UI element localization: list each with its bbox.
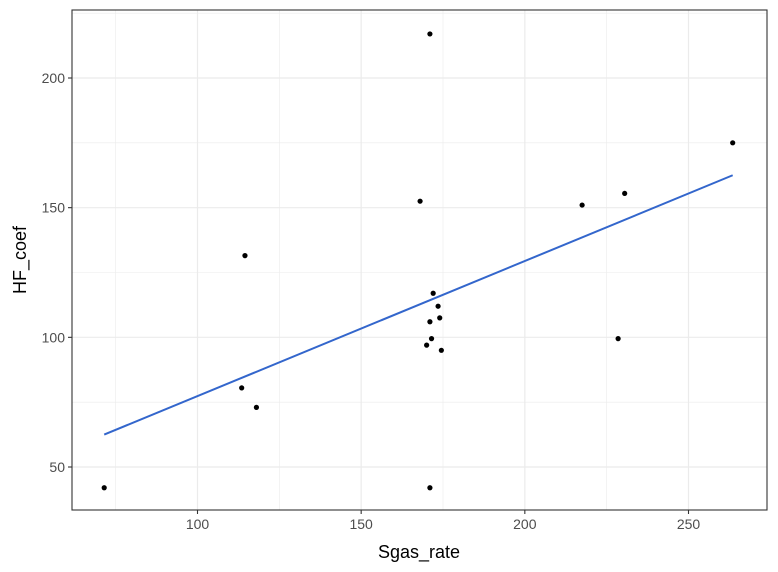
data-point <box>435 303 441 309</box>
data-point <box>427 485 433 491</box>
y-tick-label: 200 <box>42 70 66 86</box>
grid-minor <box>72 10 767 510</box>
data-point <box>430 290 436 296</box>
data-point <box>730 140 736 146</box>
data-point <box>424 342 430 348</box>
data-point <box>615 336 621 342</box>
data-point <box>622 190 628 197</box>
data-point <box>427 319 433 325</box>
x-tick-label: 100 <box>186 516 210 532</box>
data-point <box>253 404 260 410</box>
x-tick-label: 150 <box>349 516 373 532</box>
data-point <box>427 31 433 37</box>
y-tick-label: 100 <box>42 329 66 345</box>
regression-line <box>103 174 734 436</box>
points-layer <box>101 31 736 491</box>
data-point <box>101 485 107 491</box>
y-axis-title: HF_coef <box>10 225 31 294</box>
data-point <box>417 198 423 204</box>
data-point <box>242 253 248 259</box>
data-point <box>428 336 435 342</box>
y-tick-label: 150 <box>42 200 66 216</box>
grid-major <box>72 10 767 510</box>
x-tick-label: 200 <box>513 516 537 532</box>
data-point <box>437 315 443 321</box>
y-tick-label: 50 <box>49 459 65 475</box>
panel-border <box>71 9 768 511</box>
data-point <box>239 385 245 391</box>
x-axis-title: Sgas_rate <box>378 542 460 563</box>
data-point <box>438 347 444 353</box>
x-axis-ticks: 100 150 200 250 <box>186 510 701 532</box>
x-tick-label: 250 <box>677 516 701 532</box>
fit-line-layer <box>103 174 734 436</box>
data-point <box>579 202 585 208</box>
plot-background <box>72 10 767 510</box>
y-axis-ticks: 50 100 150 200 <box>42 70 72 475</box>
